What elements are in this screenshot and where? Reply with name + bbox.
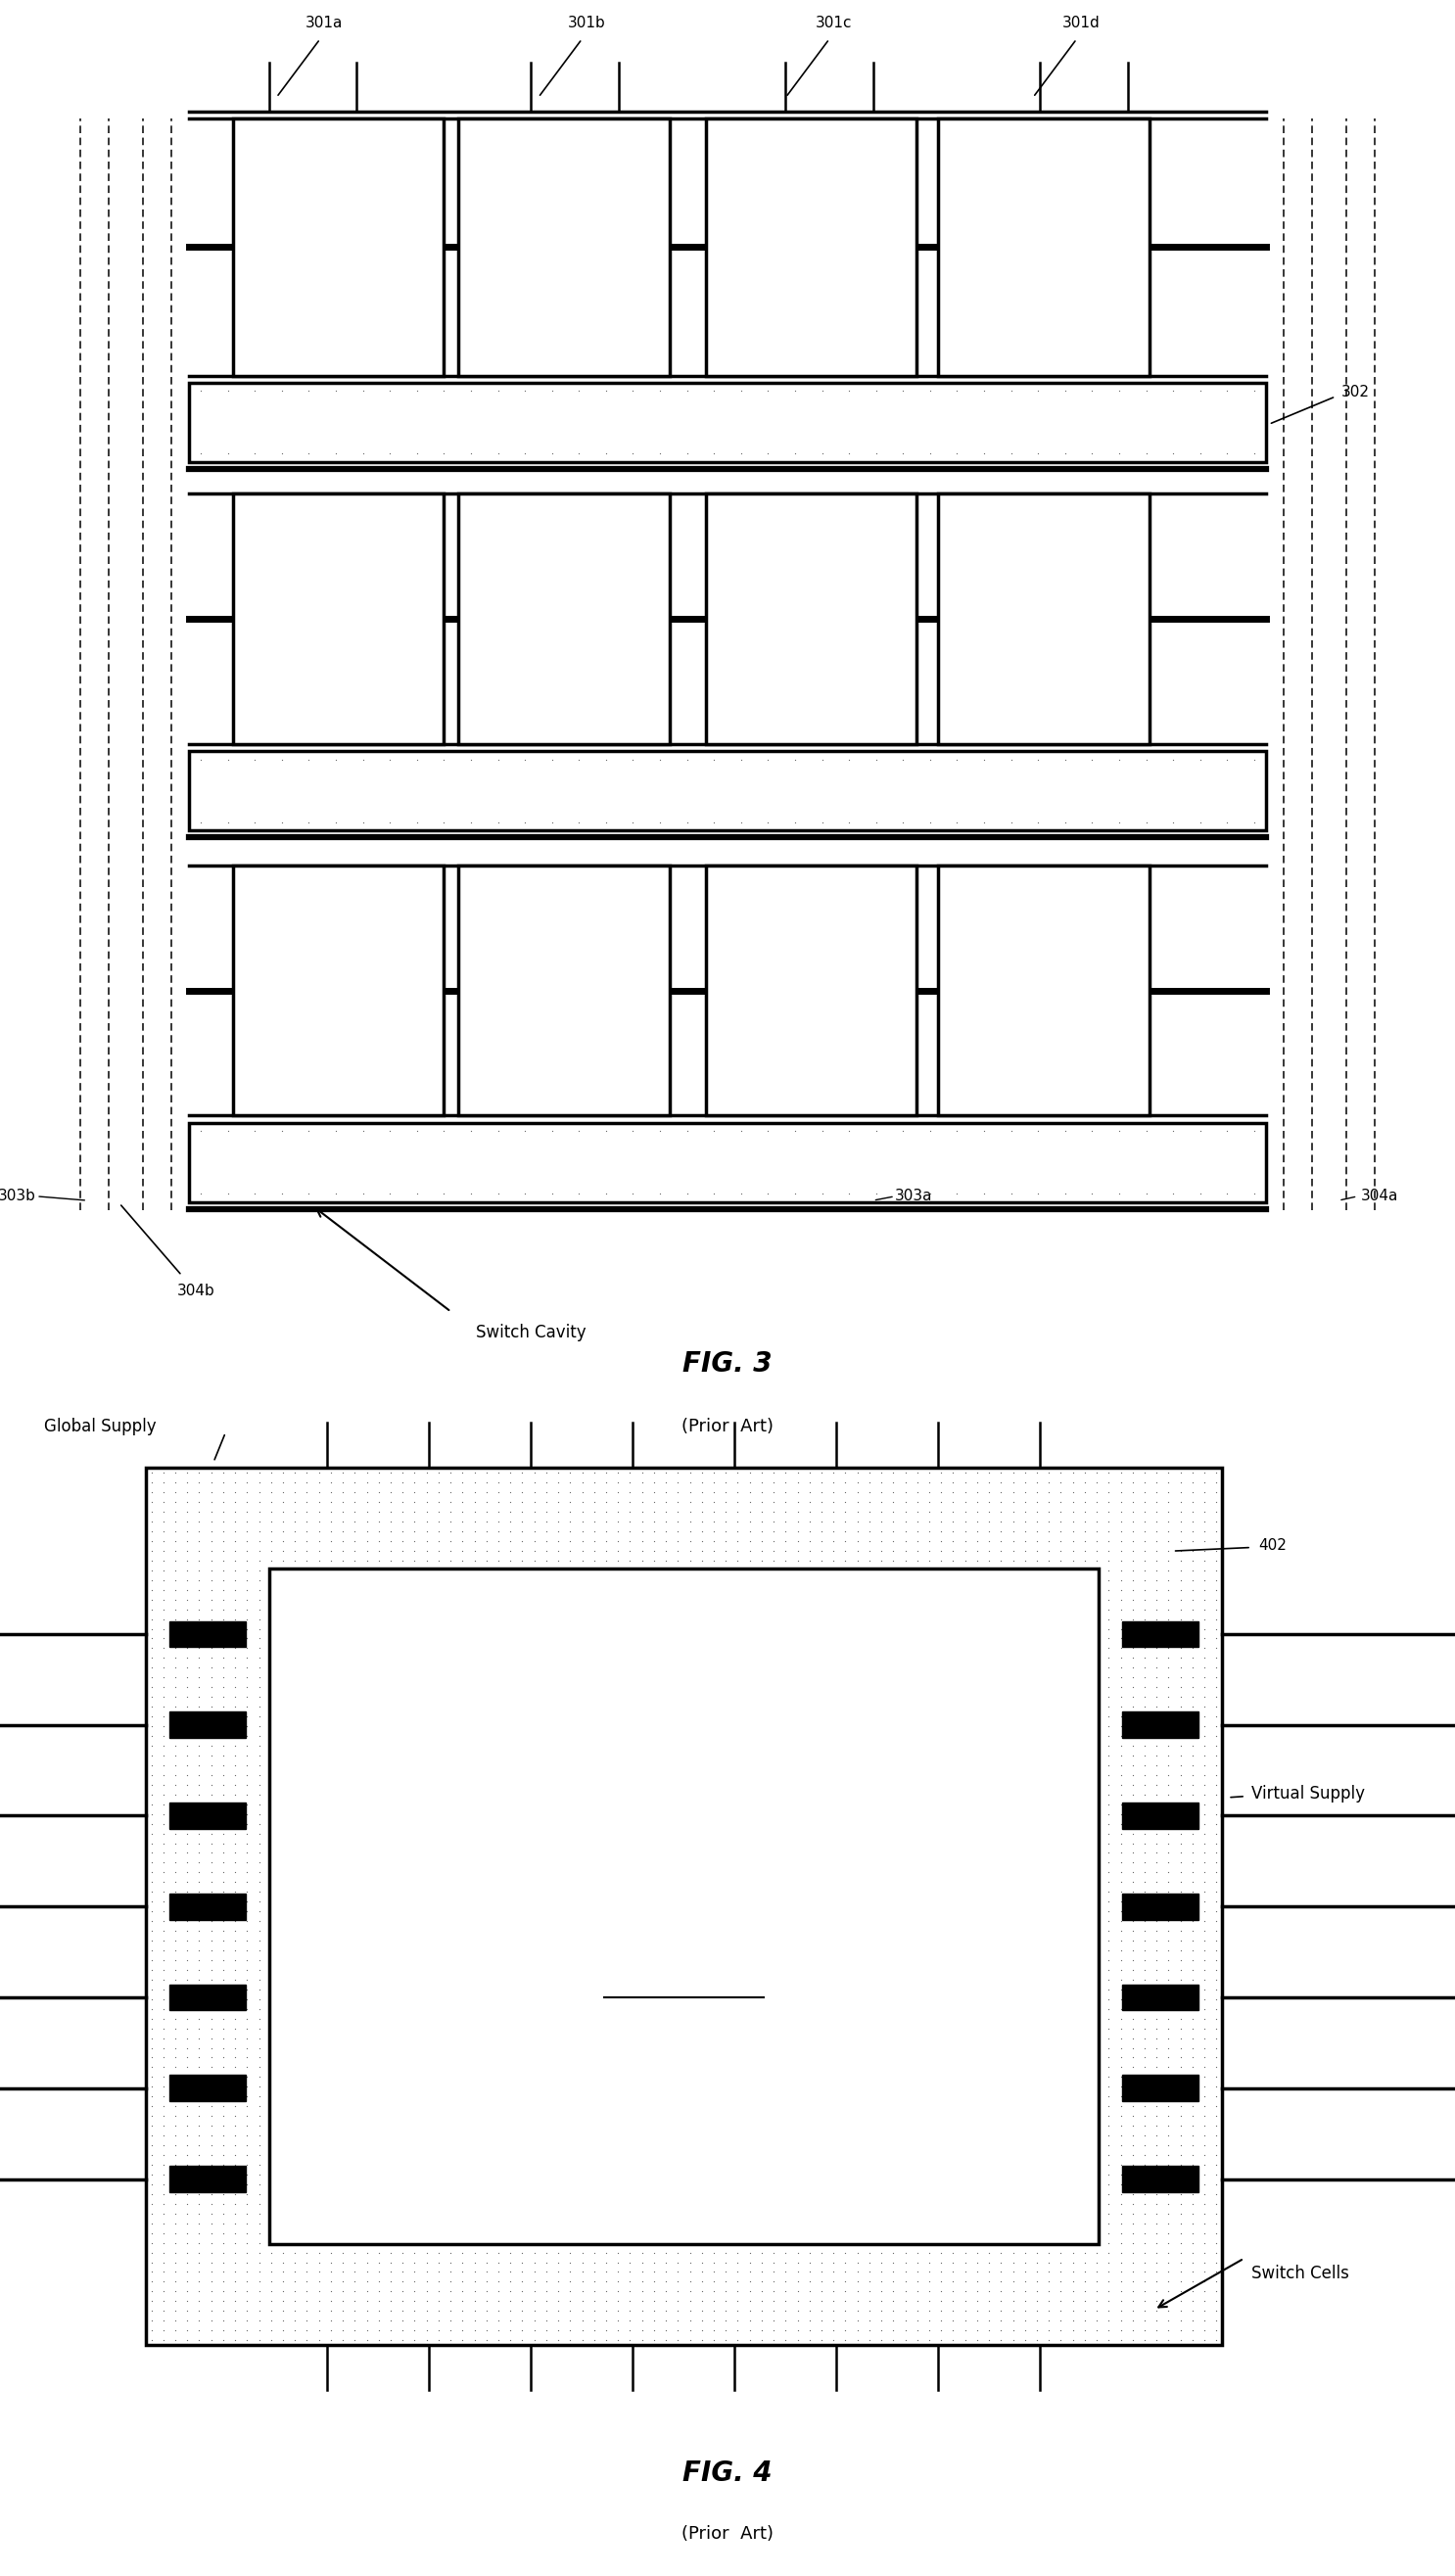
Text: 401: 401 bbox=[662, 1960, 706, 1984]
Text: 301b: 301b bbox=[567, 15, 605, 31]
Bar bbox=[146, 1468, 1222, 2344]
Text: 303b: 303b bbox=[0, 1190, 36, 1203]
Text: 304b: 304b bbox=[178, 1283, 215, 1298]
Bar bbox=[458, 866, 669, 1115]
Text: FIG. 4: FIG. 4 bbox=[682, 2460, 773, 2488]
Text: 302: 302 bbox=[1342, 384, 1371, 399]
Text: Virtual Supply: Virtual Supply bbox=[1251, 1785, 1365, 1803]
Bar bbox=[706, 495, 917, 744]
Text: FIG. 3: FIG. 3 bbox=[682, 1350, 773, 1378]
Text: 301c: 301c bbox=[815, 15, 853, 31]
Bar bbox=[233, 118, 444, 376]
Text: 402: 402 bbox=[1259, 1538, 1286, 1553]
Text: 301d: 301d bbox=[1062, 15, 1100, 31]
Text: Switch Cavity: Switch Cavity bbox=[476, 1324, 586, 1342]
Bar bbox=[233, 495, 444, 744]
Text: Switch Cells: Switch Cells bbox=[1251, 2264, 1349, 2282]
Bar bbox=[189, 1123, 1266, 1203]
Text: 301a: 301a bbox=[306, 15, 343, 31]
Bar bbox=[458, 495, 669, 744]
Bar bbox=[706, 118, 917, 376]
Bar bbox=[706, 866, 917, 1115]
Text: 303a: 303a bbox=[895, 1190, 933, 1203]
Text: 304a: 304a bbox=[1360, 1190, 1398, 1203]
Bar bbox=[938, 495, 1149, 744]
Bar bbox=[169, 1984, 246, 2009]
Bar bbox=[189, 384, 1266, 461]
Bar bbox=[1122, 2166, 1199, 2192]
Bar bbox=[938, 118, 1149, 376]
Bar bbox=[1122, 1984, 1199, 2009]
Bar bbox=[169, 1713, 246, 1739]
Bar bbox=[1122, 2076, 1199, 2102]
Bar bbox=[169, 1620, 246, 1646]
Text: (Prior  Art): (Prior Art) bbox=[681, 1417, 774, 1435]
Bar bbox=[1122, 1803, 1199, 1829]
Bar bbox=[233, 866, 444, 1115]
Text: (Prior  Art): (Prior Art) bbox=[681, 2524, 774, 2543]
Text: Global Supply: Global Supply bbox=[44, 1417, 156, 1435]
Bar bbox=[169, 1893, 246, 1919]
Bar bbox=[458, 118, 669, 376]
Bar bbox=[938, 866, 1149, 1115]
Bar bbox=[169, 2166, 246, 2192]
Text: Module: Module bbox=[634, 1826, 733, 1855]
Bar bbox=[169, 2076, 246, 2102]
Bar bbox=[269, 1569, 1099, 2244]
Bar bbox=[1122, 1893, 1199, 1919]
Bar bbox=[1122, 1620, 1199, 1646]
Bar bbox=[1122, 1713, 1199, 1739]
Bar bbox=[169, 1803, 246, 1829]
Bar bbox=[189, 752, 1266, 829]
